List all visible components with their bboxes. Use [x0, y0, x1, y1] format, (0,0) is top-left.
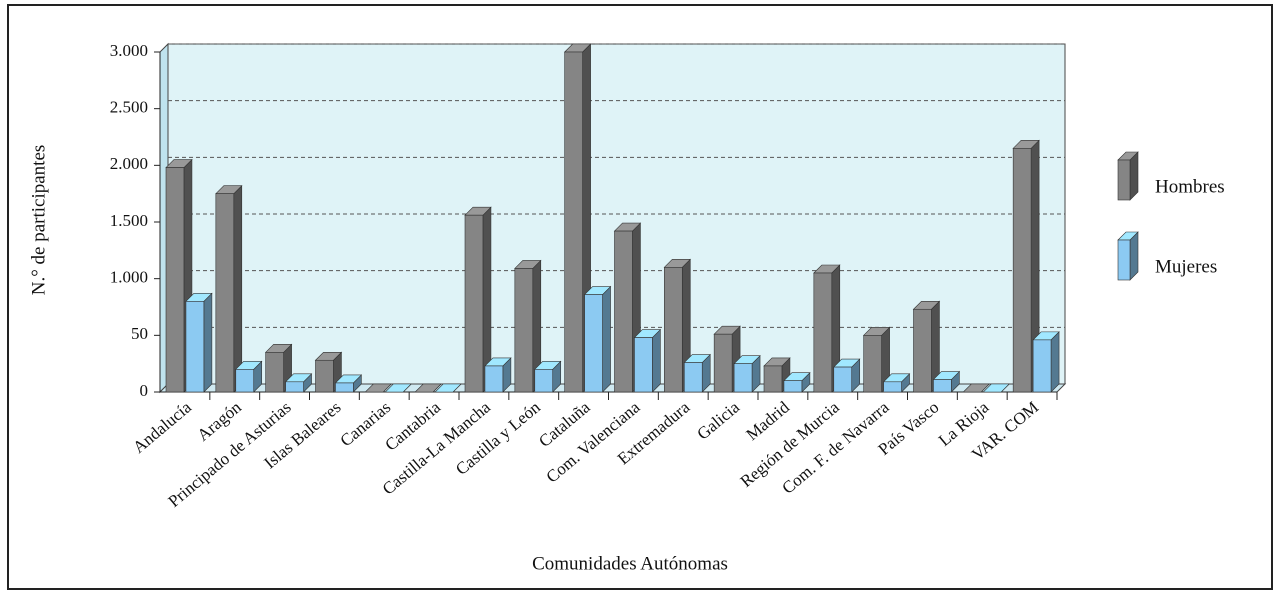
bar [165, 167, 185, 393]
bar-side [203, 292, 213, 393]
bar [285, 381, 304, 393]
bar [683, 362, 703, 393]
bar [833, 366, 853, 393]
x-axis-title: Comunidades Autónomas [532, 553, 728, 574]
y-tick-label: 3.000 [110, 41, 148, 60]
bar-top [962, 383, 990, 393]
bar [484, 365, 504, 393]
bar [713, 333, 733, 393]
bar [215, 193, 235, 393]
bar [883, 381, 902, 393]
bar-side [1050, 331, 1060, 393]
bar [933, 379, 952, 393]
bar [733, 363, 753, 393]
y-tick-label: 1.000 [110, 268, 148, 287]
y-tick-label: 50 [131, 324, 148, 343]
bar [863, 335, 882, 393]
bar [185, 301, 205, 393]
bar [783, 380, 803, 393]
legend-swatch [1117, 159, 1131, 201]
bar-top [364, 383, 392, 393]
bar [1032, 339, 1052, 393]
bar-side [233, 184, 243, 393]
bar [464, 214, 484, 393]
bar [514, 268, 534, 393]
bar [763, 365, 783, 393]
legend-swatch [1117, 239, 1131, 281]
y-tick-label: 1.500 [110, 211, 148, 230]
bar-top [982, 383, 1010, 393]
bar [614, 230, 633, 393]
y-tick-label: 0 [140, 381, 149, 400]
y-tick-label: 2.500 [110, 98, 148, 117]
bar [235, 369, 255, 393]
y-tick-label: 2.000 [110, 154, 148, 173]
bar [564, 51, 583, 393]
bar [315, 359, 334, 393]
bar-top [434, 383, 462, 393]
bar [664, 267, 683, 393]
bar [913, 308, 932, 393]
legend-label: Hombres [1155, 176, 1225, 197]
y-axis-title: N.° de participantes [28, 145, 49, 296]
bar [1012, 148, 1032, 393]
bar [265, 352, 284, 393]
bar-top [414, 383, 442, 393]
bar [534, 369, 554, 393]
bar-side [602, 285, 611, 393]
bar [813, 272, 833, 393]
bar-side [652, 328, 661, 393]
bar [634, 337, 653, 393]
bar-top [384, 383, 412, 393]
bar [584, 294, 603, 393]
bar [335, 382, 354, 393]
legend-label: Mujeres [1155, 256, 1217, 277]
